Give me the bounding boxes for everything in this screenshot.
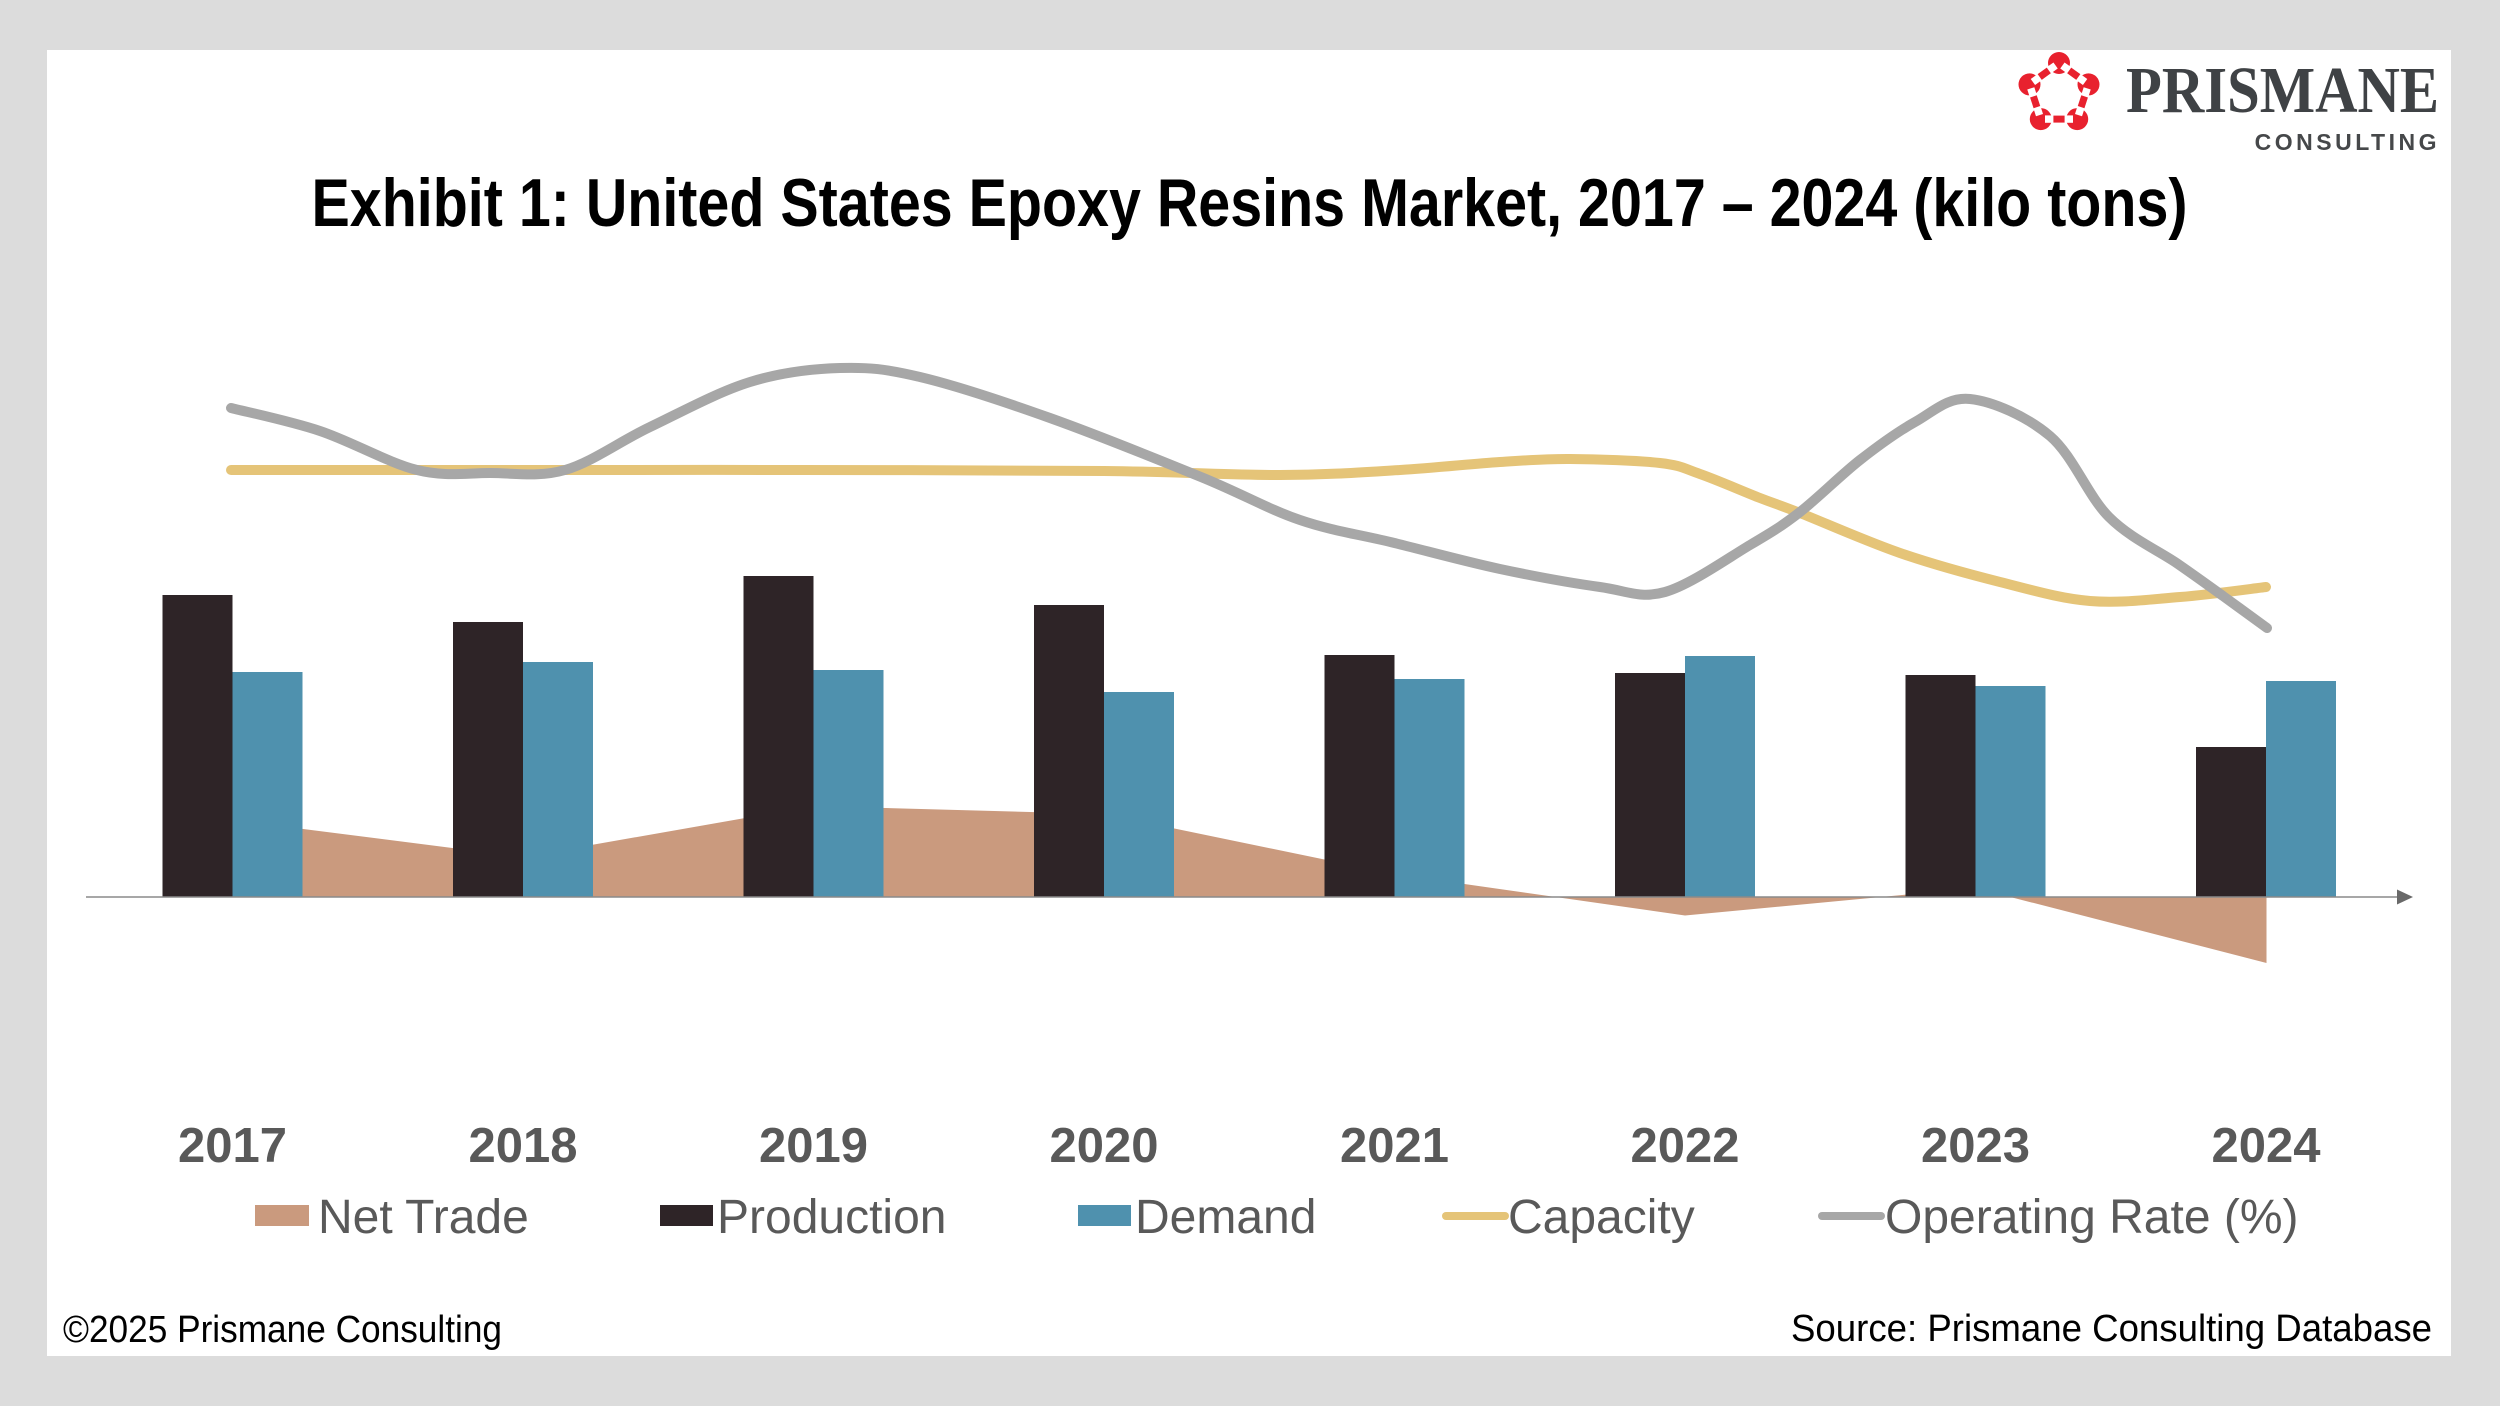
svg-text:2024: 2024 <box>2211 1119 2320 1173</box>
svg-text:2023: 2023 <box>1921 1119 2030 1173</box>
svg-text:Exhibit 1: United States Epoxy: Exhibit 1: United States Epoxy Resins Ma… <box>312 165 2188 241</box>
svg-text:2018: 2018 <box>468 1119 577 1173</box>
svg-text:Production: Production <box>717 1191 946 1244</box>
svg-text:CONSULTING: CONSULTING <box>2255 129 2440 155</box>
svg-text:2017: 2017 <box>178 1119 287 1173</box>
svg-text:2019: 2019 <box>759 1119 868 1173</box>
svg-text:Operating Rate (%): Operating Rate (%) <box>1885 1191 2299 1244</box>
svg-text:Net Trade: Net Trade <box>318 1191 529 1244</box>
svg-text:2022: 2022 <box>1630 1119 1739 1173</box>
svg-text:©2025 Prismane Consulting: ©2025 Prismane Consulting <box>63 1309 502 1351</box>
svg-text:Capacity: Capacity <box>1508 1191 1695 1244</box>
svg-text:PRISMANE: PRISMANE <box>2126 54 2439 127</box>
svg-text:2021: 2021 <box>1340 1119 1449 1173</box>
svg-text:Demand: Demand <box>1135 1191 1316 1244</box>
svg-text:Source: Prismane Consulting Da: Source: Prismane Consulting Database <box>1791 1308 2432 1350</box>
svg-text:2020: 2020 <box>1049 1119 1158 1173</box>
